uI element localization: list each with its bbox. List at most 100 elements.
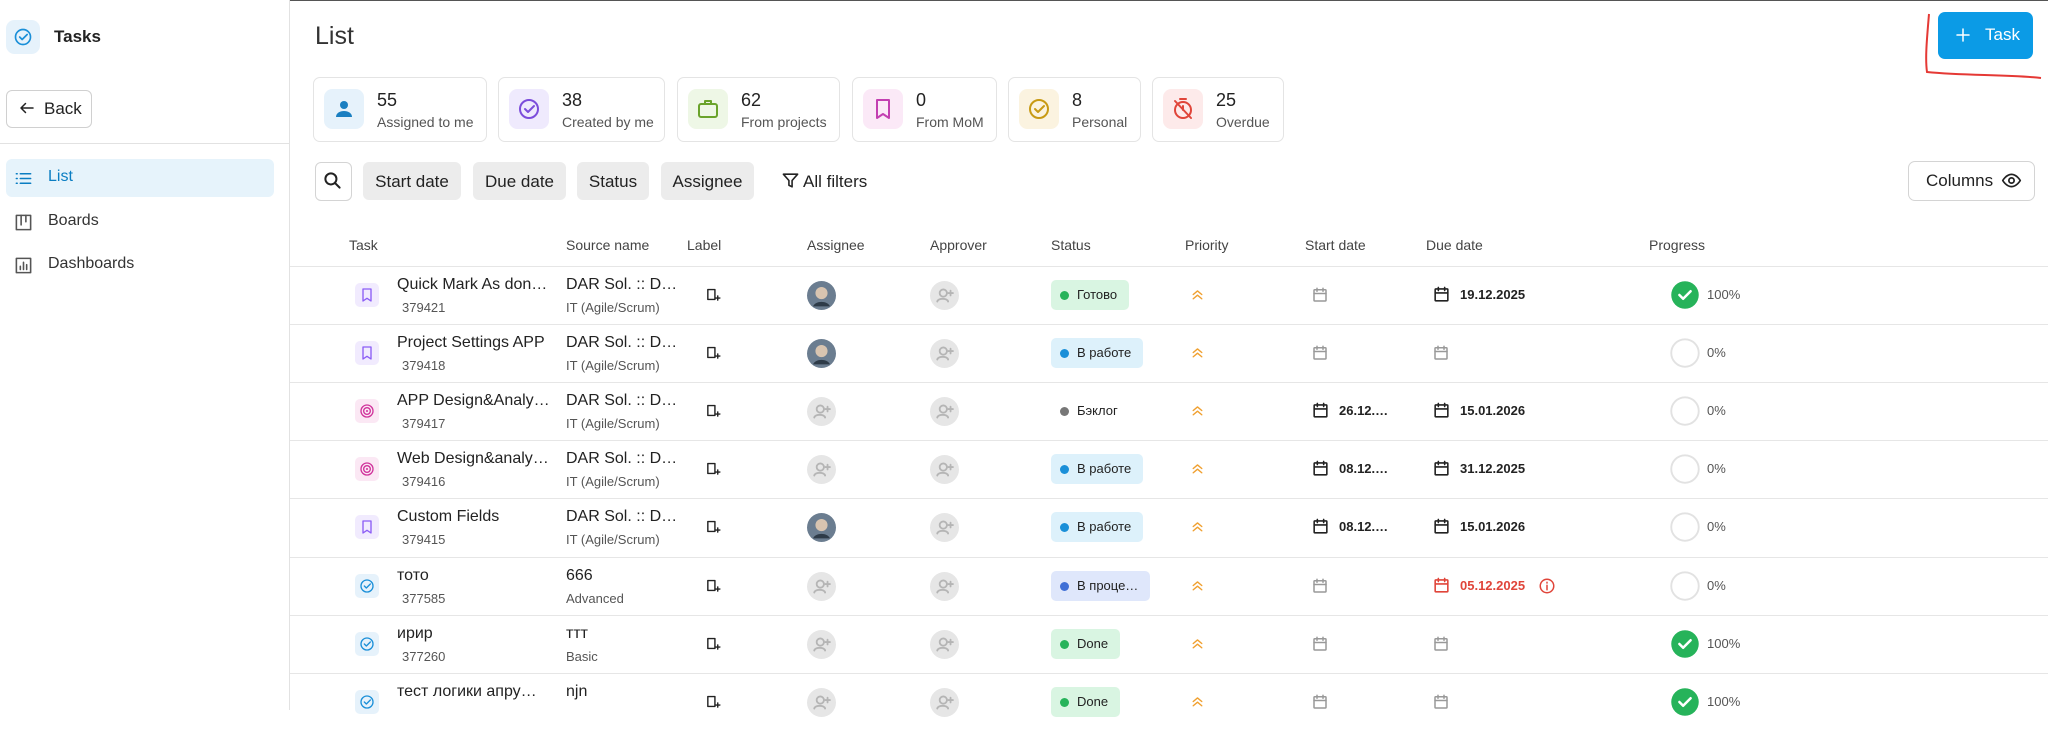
column-header: Assignee	[807, 237, 865, 253]
nav-item[interactable]: Dashboards	[48, 255, 135, 272]
task-title: Web Design&analy…	[397, 450, 549, 468]
search-button[interactable]	[315, 162, 352, 201]
table-row[interactable]	[290, 556, 2048, 616]
progress-label: 0%	[1707, 403, 1726, 419]
table-row[interactable]	[290, 324, 2048, 383]
table-row[interactable]	[290, 614, 2048, 674]
progress-circle	[1670, 454, 1700, 484]
task-type-icon	[360, 695, 374, 709]
due-date: 15.01.2026	[1460, 519, 1526, 535]
table-row[interactable]	[290, 266, 2048, 325]
plus-icon	[1956, 28, 1970, 42]
approver-empty	[930, 687, 959, 717]
source-name: DAR Sol. :: D…	[566, 392, 678, 410]
assignee-avatar	[807, 339, 836, 369]
task-id: 377585	[402, 590, 446, 606]
progress-circle	[1670, 512, 1700, 543]
table-row[interactable]	[290, 382, 2048, 441]
back-button[interactable]	[6, 90, 92, 128]
progress-label: 0%	[1707, 345, 1726, 361]
task-type-bg	[355, 631, 379, 656]
stat-card[interactable]	[313, 77, 487, 142]
label-icon	[707, 346, 721, 359]
stat-label: From MoM	[916, 114, 984, 130]
source-sub: IT (Agile/Scrum)	[566, 300, 660, 315]
task-title: Quick Mark As don…	[397, 276, 548, 293]
search-icon	[324, 172, 341, 189]
page-title: List	[315, 22, 354, 50]
progress-label: 0%	[1707, 461, 1726, 477]
new-task-button[interactable]	[1938, 12, 2033, 59]
progress-circle	[1671, 629, 1699, 658]
task-type-bg	[355, 573, 379, 598]
assignee-avatar	[807, 281, 836, 310]
filter-chip[interactable]	[661, 162, 754, 200]
task-title: ирир	[397, 624, 433, 642]
stat-card[interactable]	[1152, 77, 1284, 142]
task-type-bg	[355, 515, 379, 540]
stat-card[interactable]	[498, 77, 665, 142]
assignee-empty	[807, 571, 836, 601]
table-row[interactable]	[290, 672, 2048, 732]
due-date-icon	[1434, 286, 1449, 302]
stat-label: Overdue	[1216, 114, 1270, 130]
start-date-empty	[1313, 636, 1327, 651]
nav-item[interactable]: Boards	[48, 211, 99, 229]
label-icon	[707, 405, 721, 418]
status-pill[interactable]: Бэклог	[1077, 403, 1118, 419]
progress-label: 100%	[1707, 693, 1741, 709]
nav-item[interactable]: List	[48, 168, 73, 185]
task-id: 379417	[402, 416, 446, 432]
label-icon	[707, 695, 721, 708]
source-sub: IT (Agile/Scrum)	[566, 358, 660, 374]
label-icon	[707, 521, 721, 534]
priority-icon	[1192, 522, 1203, 532]
stat-value: 25	[1216, 90, 1237, 110]
app-logo	[14, 28, 32, 46]
status-dot	[1060, 697, 1069, 707]
filter-chip[interactable]	[577, 162, 649, 200]
status-pill[interactable]: В работе	[1051, 454, 1144, 485]
columns-label: Columns	[1926, 171, 1994, 190]
all-filters[interactable]: All filters	[803, 172, 868, 191]
stat-icon-bg	[1019, 89, 1059, 129]
table-row[interactable]	[290, 498, 2048, 557]
assignee-empty	[807, 687, 836, 717]
assignee-empty	[807, 397, 836, 427]
task-type-bg	[355, 283, 379, 307]
source-name: DAR Sol. :: D…	[566, 450, 678, 468]
column-header: Source name	[566, 237, 650, 253]
priority-icon	[1192, 290, 1203, 300]
filter-chip[interactable]	[473, 162, 566, 200]
task-type-bg	[355, 689, 379, 714]
columns-button[interactable]	[1908, 161, 2035, 201]
stat-card[interactable]	[677, 77, 840, 142]
column-header: Progress	[1649, 237, 1706, 253]
source-name: DAR Sol. :: D…	[566, 334, 678, 352]
approver-empty	[930, 281, 959, 310]
column-header: Start date	[1305, 237, 1366, 253]
filter-icon	[782, 173, 799, 188]
table-row[interactable]	[290, 440, 2048, 499]
due-date-icon	[1434, 460, 1449, 476]
task-type-icon	[360, 462, 374, 476]
source-name: 666	[566, 566, 593, 584]
stat-value: 0	[916, 90, 927, 110]
source-name: DAR Sol. :: D…	[566, 508, 678, 526]
status-pill[interactable]: В работе	[1051, 338, 1144, 369]
priority-icon	[1192, 406, 1203, 416]
assignee-empty	[807, 629, 836, 659]
start-date-empty	[1313, 694, 1327, 709]
page: (() => { const data = JSON.parse(documen…	[0, 0, 2048, 717]
start-date-empty	[1313, 578, 1327, 593]
stat-card[interactable]	[852, 77, 997, 142]
filter-label: Status	[588, 172, 638, 191]
assignee-avatar	[807, 513, 836, 543]
progress-circle	[1670, 396, 1700, 426]
filter-label: Due date	[485, 172, 554, 191]
filter-chip[interactable]	[363, 162, 461, 200]
approver-empty	[930, 339, 959, 369]
stat-icon-bg	[509, 89, 549, 129]
label-icon	[707, 288, 721, 301]
stat-card[interactable]	[1008, 77, 1141, 142]
